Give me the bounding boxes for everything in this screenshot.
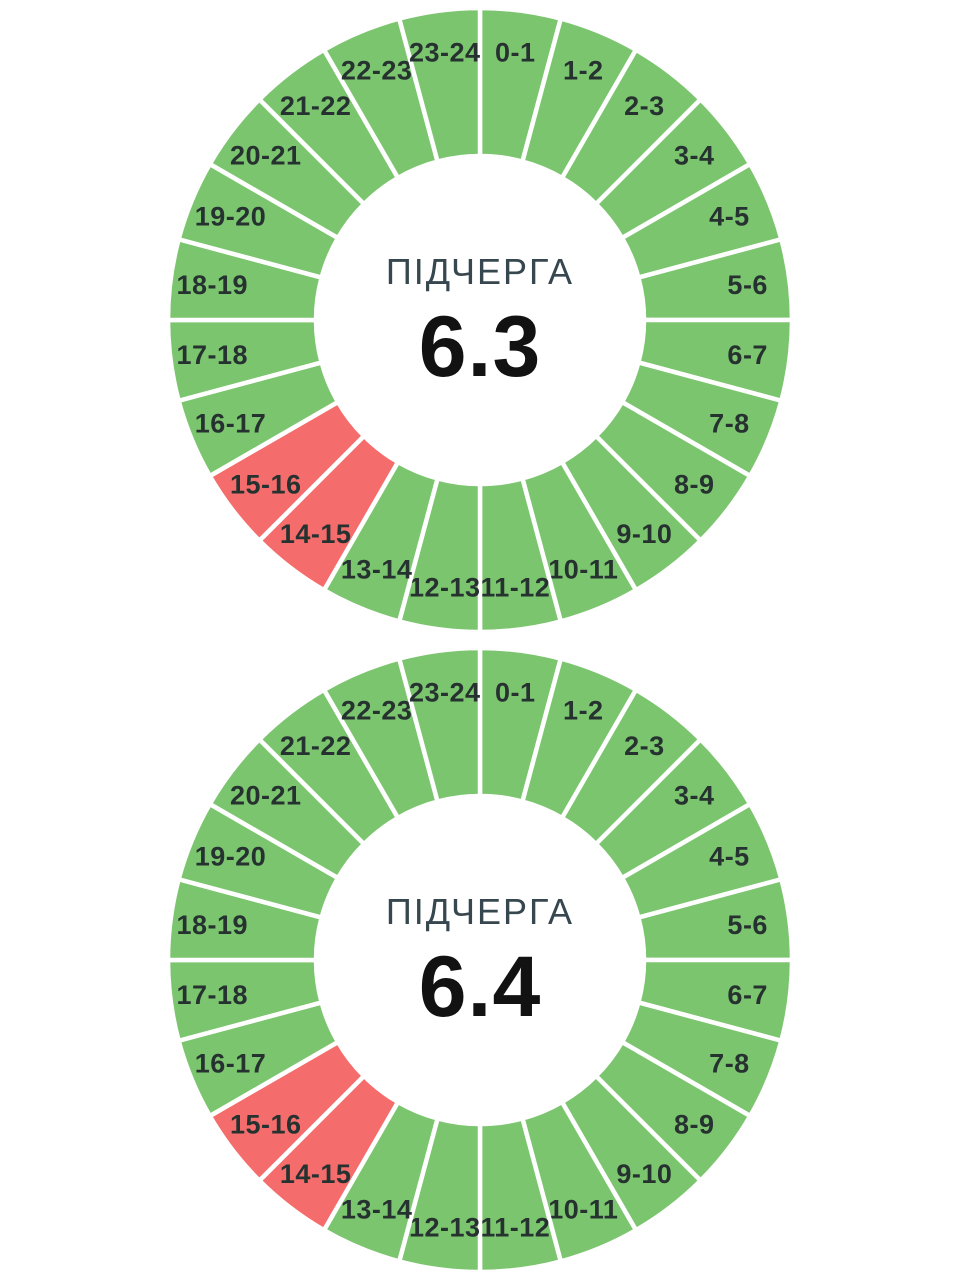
segment-label-16-17: 16-17 — [195, 1048, 267, 1078]
segment-label-3-4: 3-4 — [674, 781, 715, 811]
segment-label-16-17: 16-17 — [195, 408, 267, 438]
segment-label-11-12: 11-12 — [480, 573, 550, 603]
chart-title: ПІДЧЕРГА — [385, 891, 575, 932]
segment-23-24 — [397, 5, 483, 164]
segment-label-5-6: 5-6 — [727, 910, 768, 940]
segment-label-1-2: 1-2 — [563, 56, 604, 86]
segment-label-2-3: 2-3 — [624, 91, 665, 121]
segment-label-20-21: 20-21 — [230, 141, 302, 171]
outage-chart-block-6-4: 0-1 1-2 2-3 3-4 4-5 5-6 6-7 7-8 8-9 9-10 10-11 11-1… — [0, 640, 960, 1280]
segment-label-6-7: 6-7 — [727, 340, 768, 370]
segment-label-20-21: 20-21 — [230, 781, 302, 811]
segment-label-23-24: 23-24 — [409, 677, 481, 707]
segment-label-7-8: 7-8 — [709, 1048, 750, 1078]
chart-center-6-4: ПІДЧЕРГА 6.4 — [385, 891, 575, 1035]
segment-label-22-23: 22-23 — [341, 56, 413, 86]
segment-label-1-2: 1-2 — [563, 696, 604, 726]
donut-chart-6-3: 0-1 1-2 2-3 3-4 4-5 5-6 6-7 7-8 8-99-10 10-1111-1… — [168, 5, 792, 632]
segment-label-13-14: 13-14 — [341, 1194, 413, 1224]
segment-label-14-15: 14-15 — [280, 1159, 352, 1189]
chart-center-6-3: ПІДЧЕРГА 6.3 — [385, 251, 575, 395]
outage-chart-block-6-3: 0-1 1-2 2-3 3-4 4-5 5-6 6-7 7-8 8-9 9-10 10-11 11-1… — [168, 5, 792, 632]
segment-label-9-10: 9-10 — [616, 1159, 672, 1189]
segment-label-6-7: 6-7 — [727, 980, 768, 1010]
segment-label-18-19: 18-19 — [177, 270, 249, 300]
segment-label-2-3: 2-3 — [624, 731, 665, 761]
segment-label-17-18: 17-18 — [177, 980, 249, 1010]
segment-label-21-22: 21-22 — [280, 91, 352, 121]
segment-label-21-22: 21-22 — [280, 731, 352, 761]
segment-label-4-5: 4-5 — [709, 842, 750, 872]
chart-title: ПІДЧЕРГА — [385, 251, 575, 292]
segment-label-5-6: 5-6 — [727, 270, 768, 300]
subqueue-number: 6.3 — [418, 299, 542, 395]
segment-label-12-13: 12-13 — [409, 573, 481, 603]
segment-label-14-15: 14-15 — [280, 519, 352, 549]
segment-label-0-1: 0-1 — [495, 677, 536, 707]
segment-label-22-23: 22-23 — [341, 696, 413, 726]
segment-label-10-11: 10-11 — [548, 1194, 618, 1224]
segment-label-10-11: 10-11 — [548, 554, 618, 584]
segment-label-23-24: 23-24 — [409, 37, 481, 67]
segment-label-8-9: 8-9 — [674, 469, 715, 499]
segment-label-15-16: 15-16 — [230, 469, 302, 499]
segment-label-18-19: 18-19 — [177, 910, 249, 940]
segment-23-24 — [397, 645, 483, 804]
segment-label-19-20: 19-20 — [195, 842, 267, 872]
segment-label-13-14: 13-14 — [341, 554, 413, 584]
segment-label-17-18: 17-18 — [177, 340, 249, 370]
segment-label-4-5: 4-5 — [709, 202, 750, 232]
segment-label-11-12: 11-12 — [480, 1213, 550, 1243]
segment-label-15-16: 15-16 — [230, 1109, 302, 1139]
segment-label-8-9: 8-9 — [674, 1109, 715, 1139]
segment-label-3-4: 3-4 — [674, 141, 715, 171]
subqueue-number: 6.4 — [418, 939, 542, 1035]
segment-label-12-13: 12-13 — [409, 1213, 481, 1243]
segment-label-9-10: 9-10 — [616, 519, 672, 549]
segment-label-19-20: 19-20 — [195, 202, 267, 232]
segment-label-7-8: 7-8 — [709, 408, 750, 438]
donut-chart-6-4: 0-1 1-2 2-3 3-4 4-5 5-6 6-7 7-8 8-99-10 10-1111-1… — [165, 645, 795, 1275]
segment-label-0-1: 0-1 — [495, 37, 536, 67]
